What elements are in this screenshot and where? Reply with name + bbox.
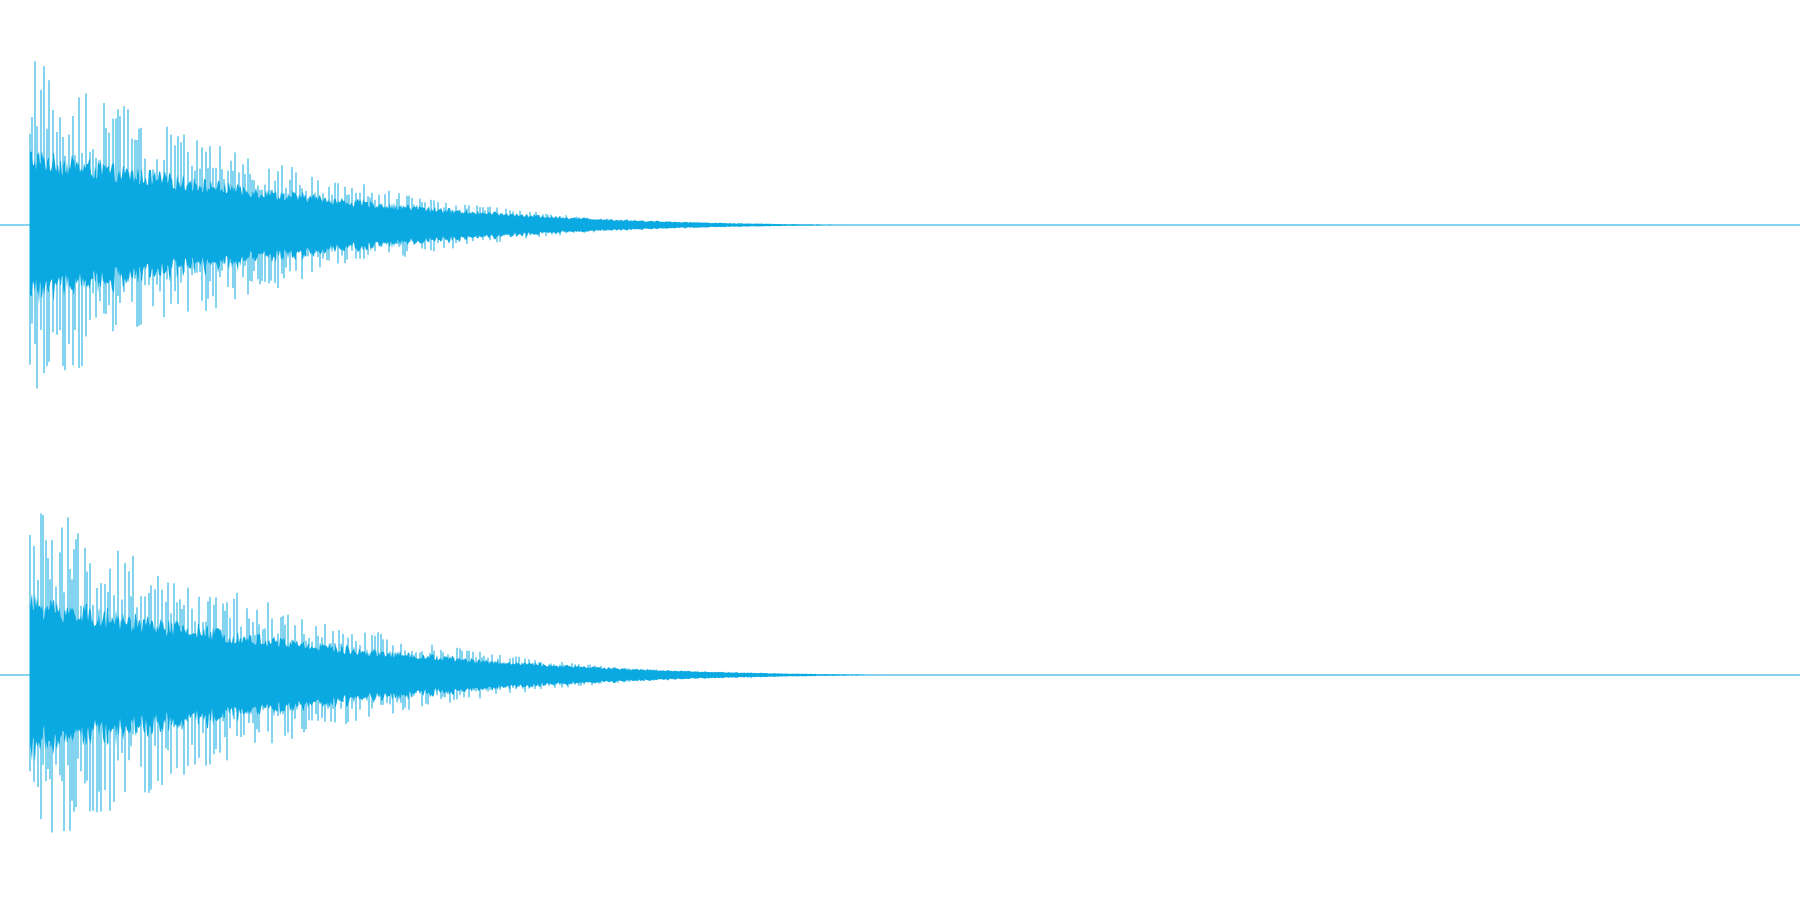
waveform-channel-1 xyxy=(0,61,1800,389)
waveform-channel-2 xyxy=(0,513,1800,833)
channel-2-wave xyxy=(29,513,947,833)
channel-1-wave xyxy=(29,61,909,389)
